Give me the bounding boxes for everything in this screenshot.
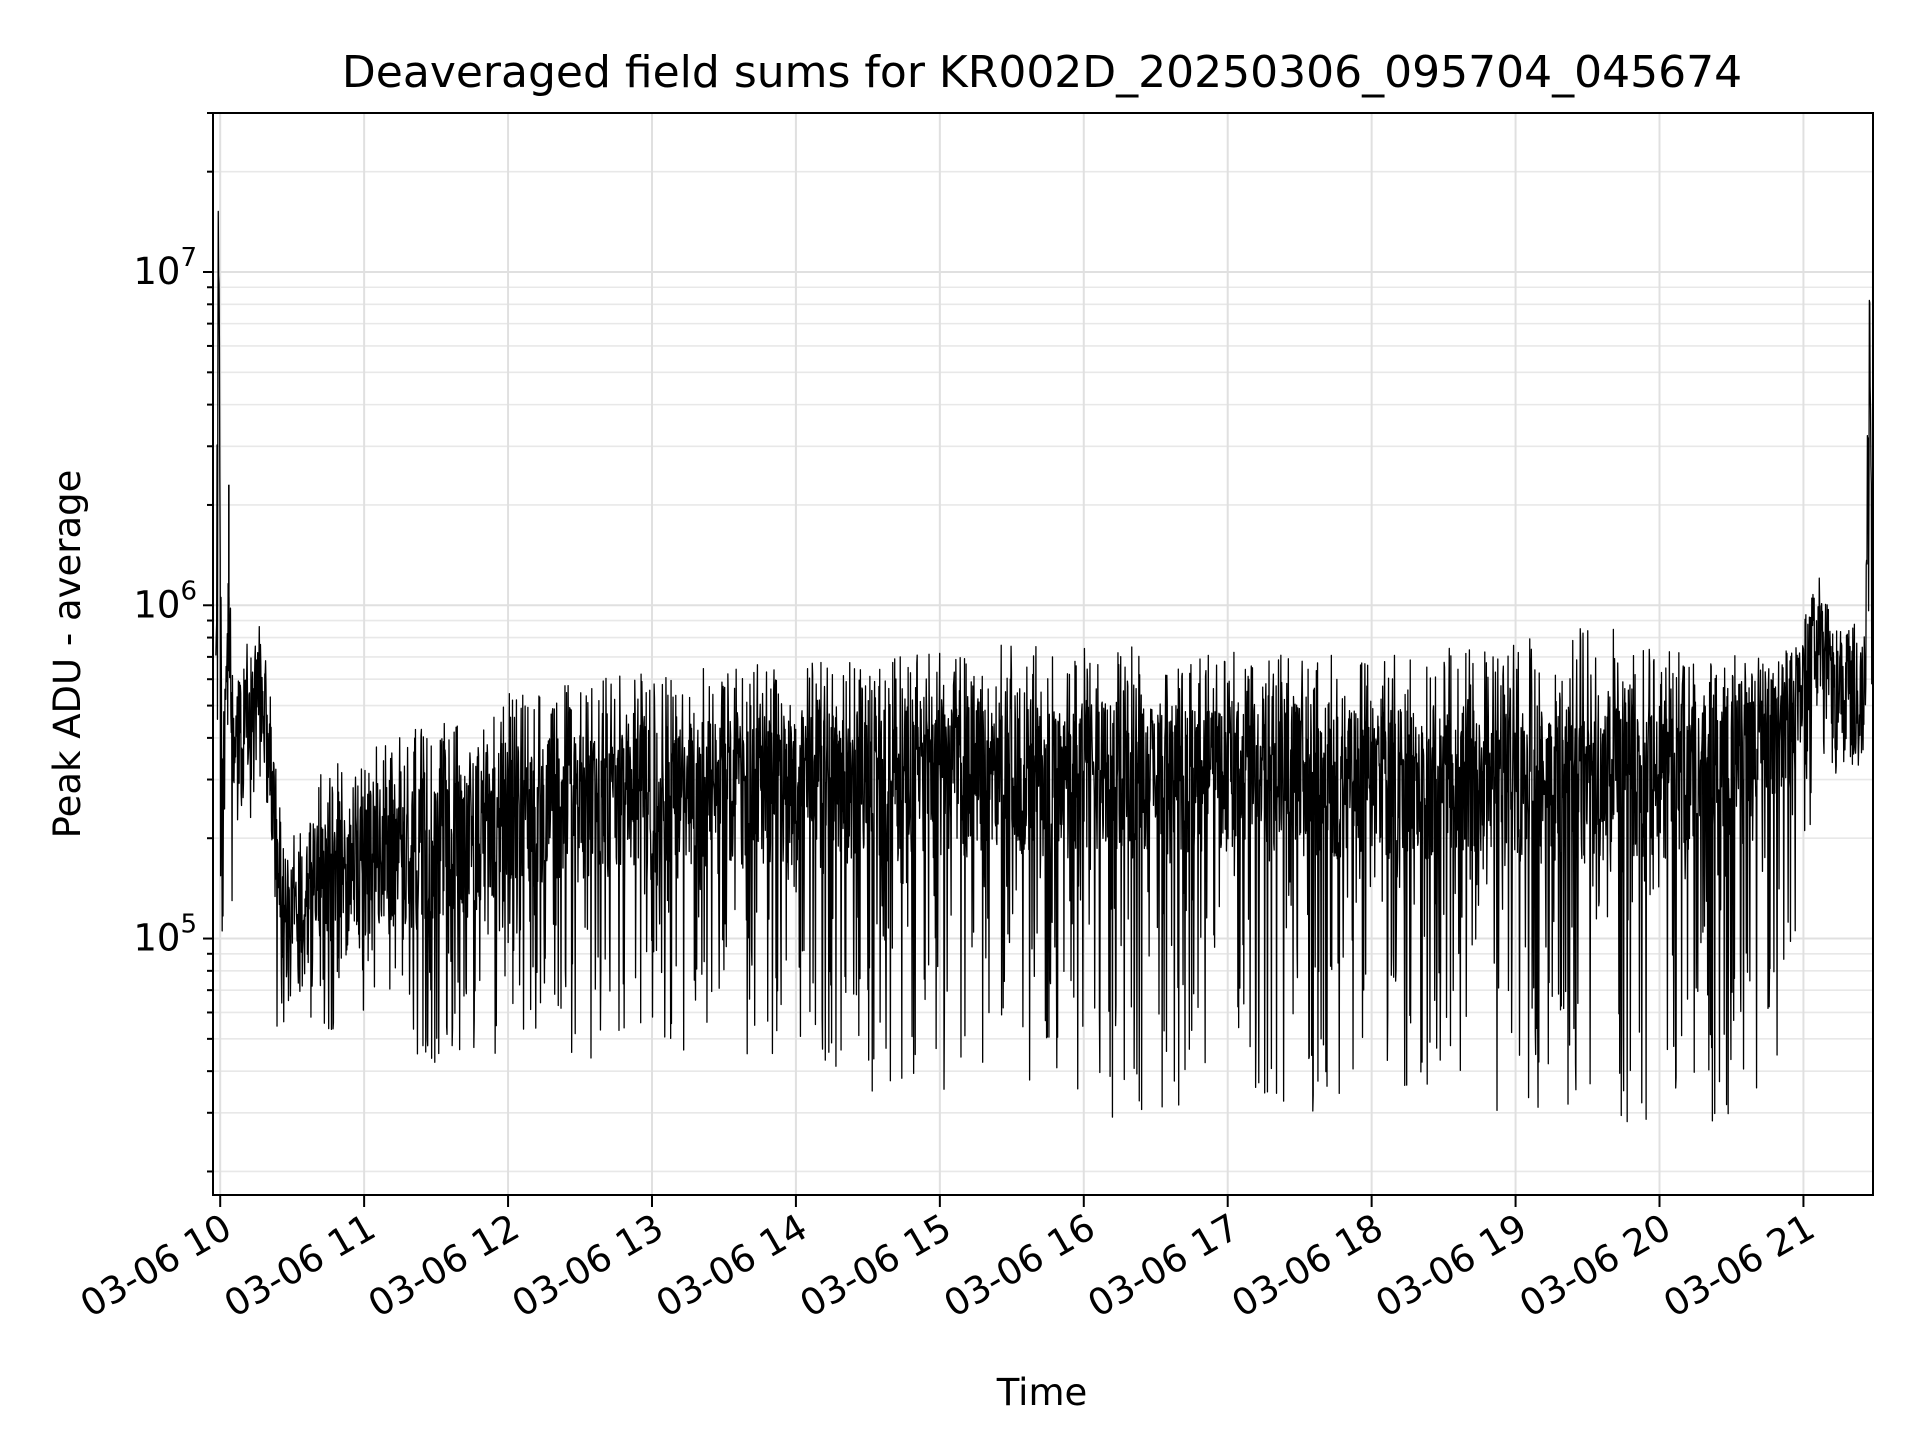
x-axis-label: Time [996, 1371, 1088, 1414]
series-layer [215, 210, 1874, 1123]
y-tick-label: 106 [133, 576, 197, 626]
plot-frame [212, 112, 1874, 1196]
chart-title: Deaveraged field sums for KR002D_2025030… [342, 47, 1742, 98]
y-tick-label: 105 [133, 910, 197, 960]
y-axis-label: Peak ADU - average [46, 470, 89, 839]
y-tick-label: 107 [133, 243, 197, 293]
y-axis: 105 106 107 [133, 112, 213, 1173]
series-line [215, 210, 1874, 1123]
